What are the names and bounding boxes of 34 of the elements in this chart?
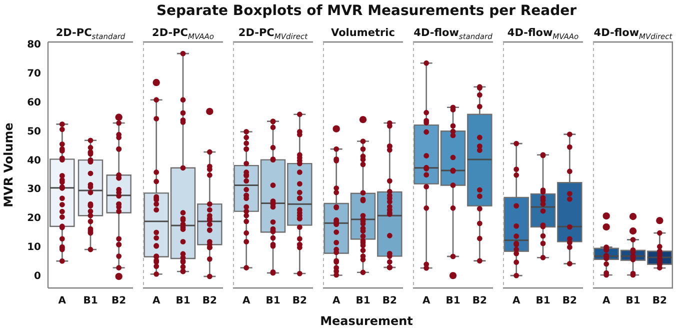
- y-tick-label: 50: [27, 126, 42, 138]
- y-tick-label: 20: [27, 213, 42, 224]
- x-tick-label: B1: [356, 296, 370, 307]
- x-tick-label: A: [332, 296, 340, 307]
- x-tick-label: B1: [266, 296, 280, 307]
- x-tick-label: B1: [536, 296, 550, 307]
- x-tick-label: A: [512, 296, 520, 307]
- x-tick-label: A: [152, 296, 160, 307]
- x-tick-label: B2: [292, 296, 307, 307]
- y-tick-label: 40: [27, 155, 42, 166]
- x-tick-label: B1: [446, 296, 460, 307]
- y-tick-label: 10: [27, 242, 42, 254]
- x-tick-label: B2: [112, 296, 126, 307]
- x-tick-label: A: [422, 296, 430, 307]
- y-tick-label: 70: [27, 68, 42, 80]
- x-tick-label: A: [242, 296, 250, 307]
- x-tick-label: B2: [562, 296, 577, 307]
- y-axis-title: MVR Volume: [1, 122, 16, 208]
- x-tick-label: B2: [472, 296, 487, 307]
- y-tick-label: 0: [34, 271, 42, 282]
- y-tick-label: 30: [27, 184, 42, 196]
- x-tick-label: A: [58, 296, 66, 307]
- text: Separate Boxplots of MVR Measurements per Reader: [155, 2, 578, 21]
- x-tick-label: B1: [83, 296, 98, 307]
- x-tick-label: A: [602, 296, 610, 307]
- y-tick-label: 80: [27, 39, 42, 50]
- x-tick-label: B1: [626, 296, 640, 307]
- y-tick-label: 60: [27, 97, 42, 108]
- x-tick-label: B1: [176, 296, 190, 307]
- x-tick-label: B2: [652, 296, 667, 307]
- x-tick-label: B2: [382, 296, 397, 307]
- x-tick-label: B2: [202, 296, 217, 307]
- text: Measurement: [319, 313, 414, 330]
- chart-title: Volumetric: [331, 27, 395, 39]
